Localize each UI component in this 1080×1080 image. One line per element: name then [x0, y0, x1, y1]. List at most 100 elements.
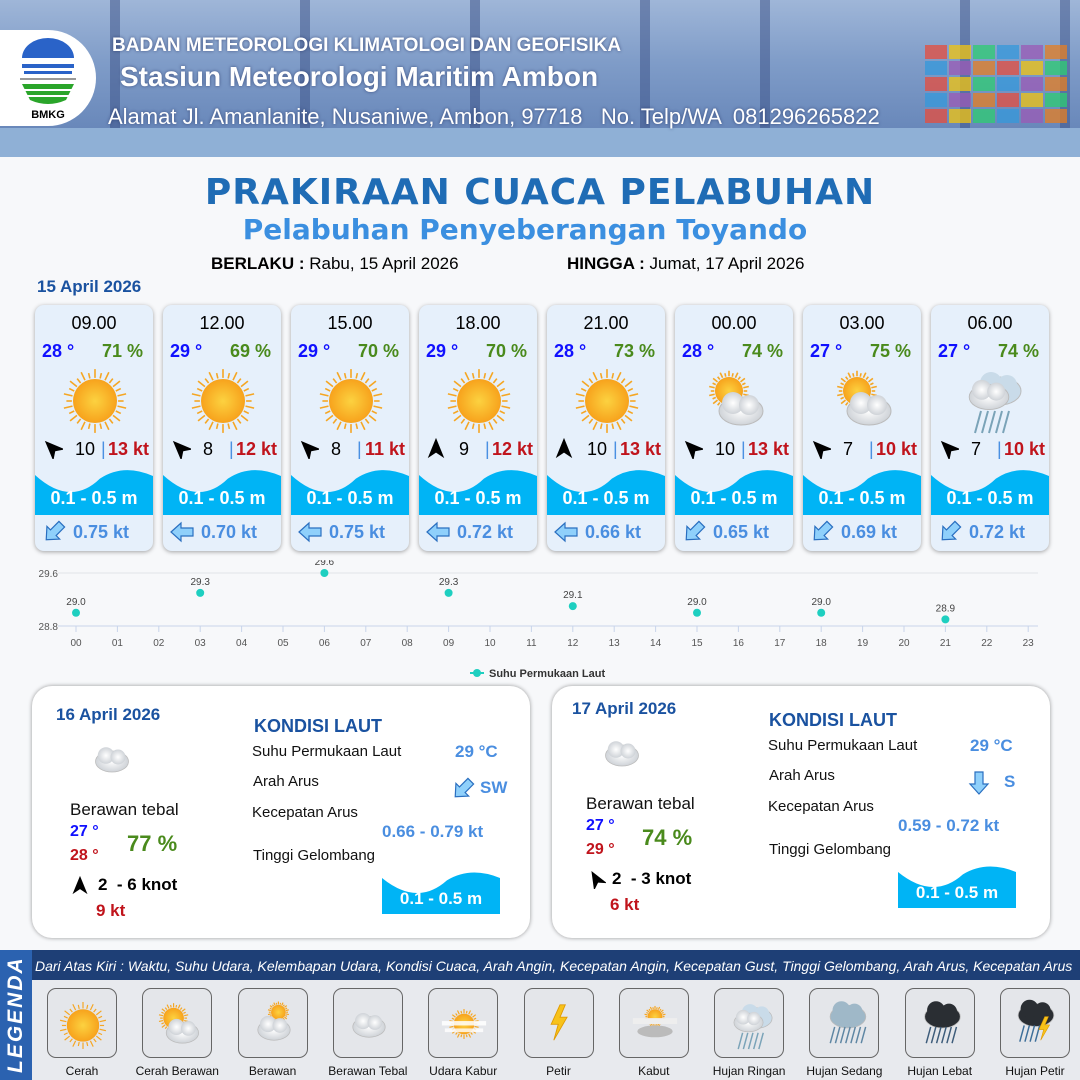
air-temperature: 28 ° [554, 341, 587, 361]
legend-item: Kabut [606, 988, 702, 1078]
gust-speed: 13 kt [619, 439, 661, 459]
x-tick-label: 11 [526, 638, 537, 649]
x-tick-label: 13 [609, 638, 621, 649]
valid-to-value: Jumat, 17 April 2026 [649, 254, 805, 273]
container-stack [973, 93, 995, 107]
wave-height-label: Tinggi Gelombang [769, 841, 892, 858]
data-point [196, 588, 205, 597]
wave-icon [35, 463, 153, 515]
current-speed-label: Kecepatan Arus [768, 798, 874, 815]
wind-speed: 8 [203, 439, 214, 459]
current-direction-label: Arah Arus [253, 773, 319, 790]
container-stack [949, 93, 971, 107]
x-tick-label: 03 [195, 638, 207, 649]
legend-item-label: Hujan Ringan [712, 1064, 786, 1078]
current-speed: 0.69 kt [841, 522, 898, 542]
air-temperature: 29 ° [426, 341, 459, 361]
wave-icon [898, 860, 1016, 908]
legend-item: Udara Kabur [415, 988, 511, 1078]
legend-marker [473, 669, 481, 677]
min-temperature: 27 ° [586, 817, 615, 834]
data-label: 29.0 [66, 597, 86, 608]
wind-speed: 7 [971, 439, 982, 459]
hujan-lebat-icon [904, 988, 975, 1058]
x-tick-label: 20 [898, 638, 910, 649]
weather-berawan-tebal-icon [592, 724, 652, 784]
air-temperature: 28 ° [42, 341, 75, 361]
separator: | [997, 439, 1002, 459]
x-tick-label: 01 [112, 638, 124, 649]
max-temperature: 29 ° [586, 841, 615, 858]
x-tick-label: 04 [236, 638, 248, 649]
weather-hujan-ringan-icon [955, 361, 1027, 441]
sea-condition-title: KONDISI LAUT [769, 710, 897, 730]
container-stack [925, 45, 947, 59]
x-tick-label: 14 [650, 638, 662, 649]
separator: | [357, 439, 362, 459]
x-tick-label: 08 [402, 638, 414, 649]
kabut-icon [618, 988, 689, 1058]
legend-item-label: Cerah Berawan [135, 1064, 219, 1078]
container-stack [925, 93, 947, 107]
svg-text:BMKG: BMKG [31, 109, 65, 121]
wind-info: 8 | 11 kt [297, 437, 407, 461]
wave-height: 0.1 - 0.5 m [562, 488, 650, 508]
weather-cerah-icon [443, 361, 515, 441]
berawan-tebal-icon [332, 988, 403, 1058]
agency-name: BADAN METEOROLOGI KLIMATOLOGI DAN GEOFIS… [112, 35, 622, 56]
humidity: 69 % [229, 341, 271, 361]
data-point [320, 569, 329, 577]
forecast-card: 09.00 28 ° 71 % 10 | 13 kt 0.1 - 0.5 m 0.75 kt [35, 305, 153, 551]
wind-speed: 10 [587, 439, 608, 459]
hujan-sedang-icon [809, 988, 880, 1058]
separator: | [613, 439, 618, 459]
station-name: Stasiun Meteorologi Maritim Ambon [120, 61, 599, 92]
sst-value: 29 °C [970, 736, 1013, 755]
wind-info: 9 | 12 kt [425, 437, 535, 461]
container-stack [1021, 109, 1043, 123]
current-direction-arrow-icon [425, 519, 451, 545]
forecast-time: 03.00 [839, 313, 885, 333]
wind-speed: 2 - 6 knot [98, 875, 178, 894]
container-stack [997, 61, 1019, 75]
legend-item-label: Hujan Lebat [907, 1064, 973, 1078]
forecast-card: 03.00 27 ° 75 % 7 | 10 kt 0.1 - 0.5 m 0.69 kt [803, 305, 921, 551]
data-point [444, 588, 453, 597]
wind-direction-arrow-icon [586, 869, 608, 891]
legend-item: Hujan Ringan [701, 988, 797, 1078]
legend-description: Dari Atas Kiri : Waktu, Suhu Udara, Kele… [35, 958, 1073, 974]
udara-kabur-icon [428, 988, 499, 1058]
legend-item-label: Petir [546, 1064, 571, 1078]
legend-item-label: Hujan Sedang [806, 1064, 883, 1078]
container-stack [997, 93, 1019, 107]
valid-to-label: HINGGA : [567, 254, 645, 273]
legend-item-label: Udara Kabur [429, 1064, 498, 1078]
current-direction-arrow-icon [966, 770, 992, 796]
container-stack [925, 61, 947, 75]
weather-cerah-berawan-icon [699, 361, 771, 441]
humidity: 77 % [127, 831, 178, 856]
wind-direction-arrow-icon [70, 875, 90, 895]
min-temperature: 27 ° [70, 823, 99, 840]
wave-height: 0.1 - 0.5 m [434, 488, 522, 508]
forecast-time: 12.00 [199, 313, 245, 333]
wave-height: 0.1 - 0.5 m [946, 488, 1034, 508]
container-stack [1045, 109, 1067, 123]
wind-speed: 8 [331, 439, 342, 459]
current-speed: 0.75 kt [329, 522, 386, 542]
data-point [817, 608, 826, 617]
weather-cerah-icon [59, 361, 131, 441]
wave-height: 0.1 - 0.5 m [178, 488, 266, 508]
page-title: PRAKIRAAN CUACA PELABUHAN [204, 172, 876, 213]
humidity: 73 % [613, 341, 655, 361]
wave-icon [291, 463, 409, 515]
separator: | [869, 439, 874, 459]
window-frame [640, 0, 650, 157]
container-stack [1045, 45, 1067, 59]
container-stack [973, 45, 995, 59]
current-direction-arrow-icon [681, 519, 707, 545]
container-stack [1021, 45, 1043, 59]
current-direction: S [1004, 772, 1016, 791]
container-stack [925, 109, 947, 123]
x-tick-label: 05 [277, 638, 289, 649]
